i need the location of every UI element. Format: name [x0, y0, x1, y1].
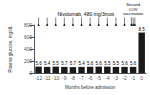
svg-text:Nivolumab, 480 mg/3mos: Nivolumab, 480 mg/3mos	[57, 11, 114, 17]
svg-text:COV: COV	[128, 6, 138, 12]
svg-text:5.5: 5.5	[113, 61, 120, 66]
svg-text:0: 0	[140, 75, 143, 81]
svg-text:-11: -11	[44, 75, 51, 81]
svg-text:5.6: 5.6	[35, 61, 42, 66]
svg-text:5.4: 5.4	[78, 61, 85, 66]
svg-text:Second: Second	[126, 2, 140, 8]
svg-text:-2: -2	[122, 75, 127, 81]
svg-text:5.7: 5.7	[70, 61, 77, 66]
svg-text:5.7: 5.7	[61, 61, 68, 66]
svg-text:-3: -3	[114, 75, 119, 81]
svg-text:-8: -8	[71, 75, 76, 81]
svg-text:5.6: 5.6	[87, 61, 94, 66]
svg-text:-5: -5	[96, 75, 101, 81]
svg-text:-10: -10	[52, 75, 59, 81]
svg-text:5.4: 5.4	[44, 61, 51, 66]
svg-text:5.5: 5.5	[104, 61, 111, 66]
svg-text:800: 800	[24, 22, 33, 28]
svg-text:200: 200	[24, 58, 33, 64]
svg-text:-1: -1	[131, 75, 136, 81]
svg-text:vaccination: vaccination	[123, 11, 143, 16]
svg-text:5.6: 5.6	[130, 61, 137, 66]
svg-text:-12: -12	[35, 75, 42, 81]
svg-text:5.5: 5.5	[53, 61, 60, 66]
svg-text:-4: -4	[105, 75, 110, 81]
svg-text:-7: -7	[79, 75, 84, 81]
svg-text:-9: -9	[62, 75, 67, 81]
svg-text:Plasma glucose, mg/dL: Plasma glucose, mg/dL	[8, 25, 13, 72]
svg-text:5.6: 5.6	[121, 61, 128, 66]
svg-text:0: 0	[29, 70, 32, 76]
svg-text:5.6: 5.6	[96, 61, 103, 66]
svg-text:Months before admission: Months before admission	[65, 85, 116, 90]
svg-text:-6: -6	[88, 75, 93, 81]
svg-text:8.5: 8.5	[139, 27, 146, 32]
svg-text:600: 600	[24, 34, 33, 40]
svg-text:400: 400	[24, 46, 33, 52]
